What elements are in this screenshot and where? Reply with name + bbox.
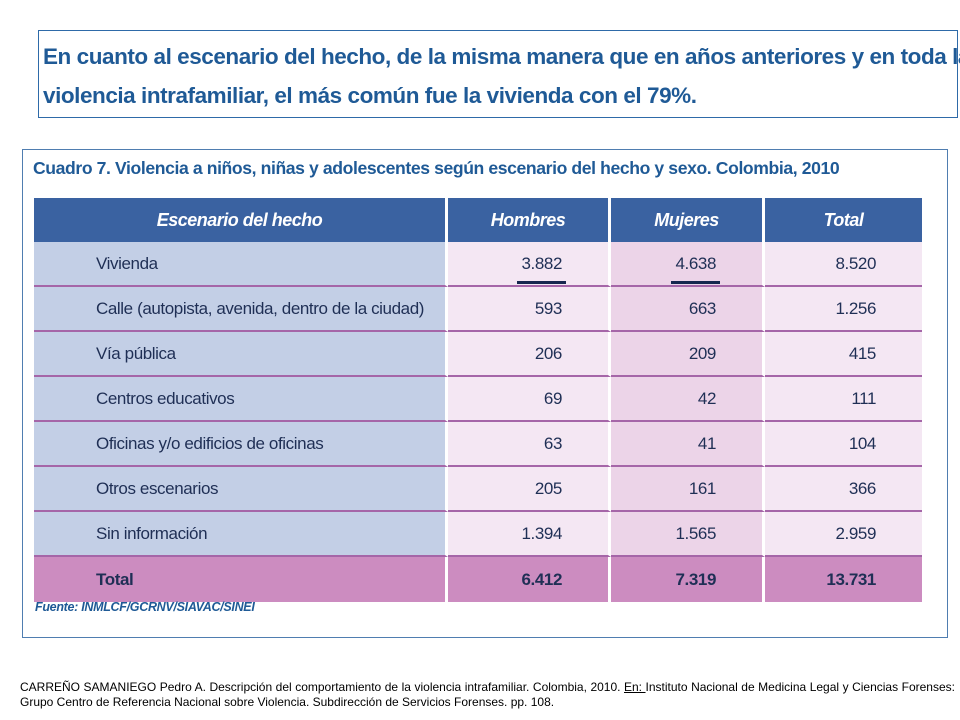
citation-underlined: En: [624, 680, 646, 694]
cell-mujeres: 1.565 [611, 512, 765, 557]
row-label: Calle (autopista, avenida, dentro de la … [34, 287, 448, 332]
cell-hombres: 1.394 [448, 512, 611, 557]
underline-mark [671, 280, 720, 284]
table-row: Centros educativos 69 42 111 [34, 377, 922, 422]
table-row: Calle (autopista, avenida, dentro de la … [34, 287, 922, 332]
cell-total: 415 [765, 332, 922, 377]
total-label: Total [34, 557, 448, 602]
header-row: Escenario del hecho Hombres Mujeres Tota… [34, 198, 922, 242]
cell-mujeres: 161 [611, 467, 765, 512]
cell-total: 104 [765, 422, 922, 467]
table-row: Vivienda 3.882 4.638 8.520 [34, 242, 922, 287]
citation-part-1: CARREÑO SAMANIEGO Pedro A. Descripción d… [20, 680, 624, 694]
cell-hombres: 206 [448, 332, 611, 377]
table-panel: Cuadro 7. Violencia a niños, niñas y ado… [22, 149, 948, 638]
intro-statement: En cuanto al escenario del hecho, de la … [38, 30, 960, 118]
cell-total: 366 [765, 467, 922, 512]
row-label: Sin información [34, 512, 448, 557]
cell-mujeres: 209 [611, 332, 765, 377]
cell-hombres-text: 3.882 [521, 253, 562, 273]
cell-mujeres: 41 [611, 422, 765, 467]
cell-hombres: 3.882 [448, 242, 611, 287]
row-label: Otros escenarios [34, 467, 448, 512]
cell-mujeres: 663 [611, 287, 765, 332]
total-row: Total 6.412 7.319 13.731 [34, 557, 922, 602]
header-total: Total [765, 198, 922, 242]
citation-part-2: Instituto Nacional de Medicina Legal y C… [20, 680, 955, 709]
cell-total: 111 [765, 377, 922, 422]
row-label: Vivienda [34, 242, 448, 287]
header-hombres: Hombres [448, 198, 611, 242]
table-row: Otros escenarios 205 161 366 [34, 467, 922, 512]
table-source: Fuente: INMLCF/GCRNV/SIAVAC/SINEI [35, 600, 255, 614]
table-row: Vía pública 206 209 415 [34, 332, 922, 377]
intro-line-2: violencia intrafamiliar, el más común fu… [43, 83, 697, 108]
cell-hombres-value: 3.882 [517, 253, 566, 284]
cell-hombres: 593 [448, 287, 611, 332]
total-mujeres: 7.319 [611, 557, 765, 602]
cell-mujeres-text: 4.638 [675, 253, 716, 273]
cell-mujeres-value: 4.638 [671, 253, 720, 284]
table-row: Oficinas y/o edificios de oficinas 63 41… [34, 422, 922, 467]
cell-total: 8.520 [765, 242, 922, 287]
cell-hombres: 69 [448, 377, 611, 422]
data-table: Escenario del hecho Hombres Mujeres Tota… [34, 198, 922, 602]
cell-total: 2.959 [765, 512, 922, 557]
table-row: Sin información 1.394 1.565 2.959 [34, 512, 922, 557]
intro-line-1: En cuanto al escenario del hecho, de la … [43, 44, 960, 69]
total-total: 13.731 [765, 557, 922, 602]
header-escenario: Escenario del hecho [34, 198, 448, 242]
total-hombres: 6.412 [448, 557, 611, 602]
cell-total: 1.256 [765, 287, 922, 332]
citation: CARREÑO SAMANIEGO Pedro A. Descripción d… [20, 680, 955, 710]
table-caption: Cuadro 7. Violencia a niños, niñas y ado… [33, 158, 840, 178]
row-label: Oficinas y/o edificios de oficinas [34, 422, 448, 467]
cell-hombres: 63 [448, 422, 611, 467]
cell-hombres: 205 [448, 467, 611, 512]
row-label: Centros educativos [34, 377, 448, 422]
cell-mujeres: 4.638 [611, 242, 765, 287]
underline-mark [517, 280, 566, 284]
cell-mujeres: 42 [611, 377, 765, 422]
row-label: Vía pública [34, 332, 448, 377]
header-mujeres: Mujeres [611, 198, 765, 242]
